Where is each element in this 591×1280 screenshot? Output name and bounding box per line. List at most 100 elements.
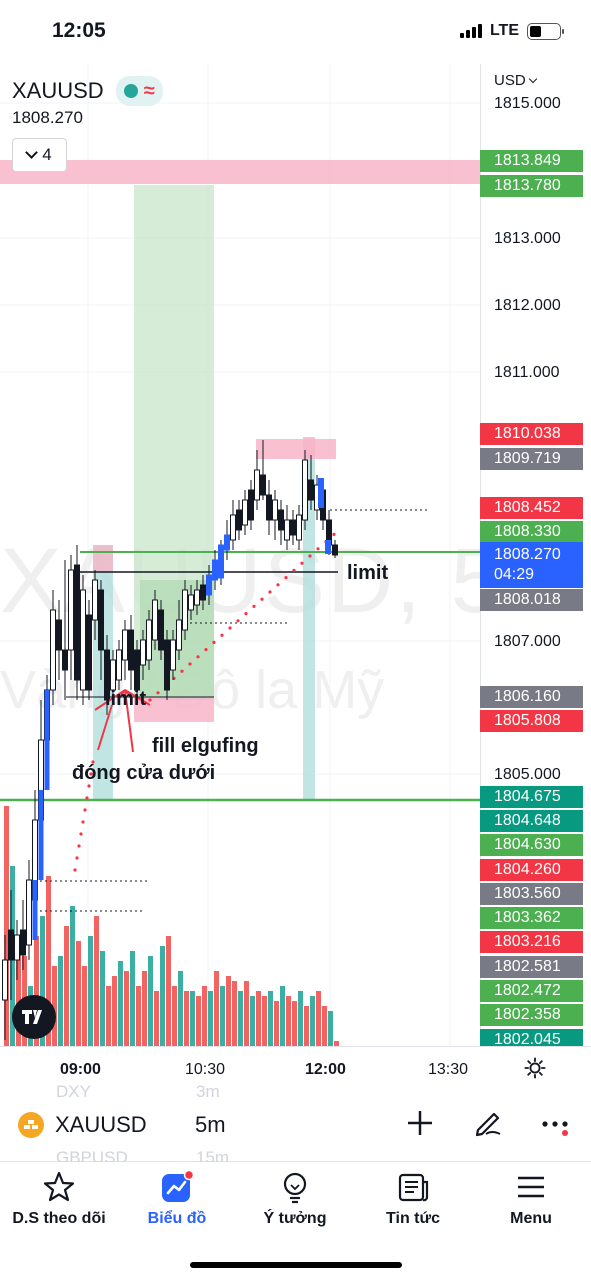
volume-bar	[130, 951, 135, 1046]
volume-bar	[226, 976, 231, 1046]
candle-up	[242, 499, 248, 526]
symbol-name[interactable]: XAUUSD	[12, 78, 104, 103]
indicators-collapse-button[interactable]: 4	[12, 138, 67, 172]
volume-bar	[82, 966, 87, 1046]
price-tick-label: 1815.000	[494, 95, 561, 112]
candle-up	[50, 609, 56, 691]
volume-bar	[184, 991, 189, 1046]
volume-bar	[136, 986, 141, 1046]
lightbulb-icon	[283, 1172, 307, 1204]
menu-icon	[518, 1176, 544, 1198]
candle-up	[272, 499, 278, 521]
indicator-dot	[228, 626, 232, 630]
home-indicator	[190, 1262, 402, 1268]
time-axis[interactable]: 09:00 10:30 12:00 13:30	[0, 1046, 591, 1090]
volume-bar	[52, 966, 57, 1046]
volume-bar	[208, 991, 213, 1046]
indicator-dot	[180, 669, 184, 673]
candle-up	[194, 589, 200, 606]
price-tick-label: 1813.000	[494, 230, 561, 247]
volume-bar	[280, 986, 285, 1046]
price-tag: 1809.719	[480, 448, 583, 470]
battery-icon	[527, 22, 564, 40]
indicator-dot	[300, 561, 304, 565]
candle-down	[158, 609, 164, 651]
indicator-dot	[236, 619, 240, 623]
candle-down	[260, 474, 266, 496]
nav-label: Ý tưởng	[263, 1210, 327, 1227]
volume-bar	[202, 986, 207, 1046]
nav-watchlist[interactable]: D.S theo dõi	[0, 1170, 118, 1228]
price-tag: 1803.560	[480, 883, 583, 905]
candle-down	[104, 649, 110, 701]
long-position-stop-zone	[134, 698, 214, 722]
candle-highlight	[325, 540, 331, 554]
candle-down	[248, 489, 254, 521]
volume-bar	[232, 981, 237, 1046]
candle-down	[134, 649, 140, 691]
volume-bar	[304, 1006, 309, 1046]
candle-up	[176, 619, 182, 651]
candle-down	[236, 509, 242, 531]
price-tick-label: 1805.000	[494, 766, 561, 783]
indicator-dot	[252, 604, 256, 609]
candle-up	[188, 594, 194, 611]
volume-bar	[46, 876, 51, 1046]
chart-icon	[162, 1170, 194, 1202]
candle-up	[224, 534, 230, 551]
volume-bar	[76, 941, 81, 1046]
gold-bars-icon[interactable]	[18, 1112, 44, 1138]
price-tag: 1804.260	[480, 859, 583, 881]
candle-highlight	[32, 880, 38, 940]
indicator-dot	[75, 856, 79, 860]
symbol-header[interactable]: XAUUSD ≈	[12, 76, 163, 106]
toolbar-symbol[interactable]: XAUUSD	[55, 1112, 147, 1137]
pink-zone	[93, 545, 113, 571]
volume-bar	[292, 1001, 297, 1046]
plus-icon[interactable]	[405, 1108, 435, 1138]
price-tag: 1806.160	[480, 686, 583, 708]
settings-icon[interactable]	[524, 1057, 546, 1079]
volume-bar	[100, 951, 105, 1046]
indicator-dot	[292, 568, 296, 572]
price-tag: 1802.581	[480, 956, 583, 978]
more-icon[interactable]	[540, 1110, 572, 1140]
volume-bar	[160, 946, 165, 1046]
current-price-tag: 1808.270 04:29	[480, 542, 583, 588]
candle-up	[230, 514, 236, 541]
volume-bar	[106, 986, 111, 1046]
currency-selector[interactable]: USD	[494, 72, 537, 89]
volume-bar	[58, 956, 63, 1046]
candle-up	[302, 459, 308, 521]
nav-chart[interactable]: Biểu đồ	[118, 1170, 236, 1228]
candle-up	[140, 639, 146, 666]
tradingview-logo[interactable]	[12, 995, 56, 1039]
candle-down	[278, 509, 284, 531]
nav-label: Tin tức	[386, 1210, 440, 1227]
candle-up	[110, 659, 116, 691]
indicator-dot	[77, 844, 81, 848]
chart-area[interactable]: XAUUSD, 5 Vàng / Đô la Mỹ	[0, 64, 591, 1088]
volume-bar	[142, 971, 147, 1046]
currency-label: USD	[494, 72, 526, 89]
hand-arrow	[117, 689, 134, 753]
draw-pen-icon[interactable]	[472, 1106, 504, 1138]
status-badges[interactable]: ≈	[115, 76, 163, 106]
price-tag: 1805.808	[480, 710, 583, 732]
candle-down	[332, 544, 338, 556]
nav-menu[interactable]: Menu	[472, 1170, 590, 1228]
volume-bar	[220, 986, 225, 1046]
volume-bar	[172, 986, 177, 1046]
status-indicators: LTE	[459, 22, 564, 40]
toolbar-interval[interactable]: 5m	[195, 1112, 226, 1137]
indicator-dot	[79, 832, 83, 836]
nav-ideas[interactable]: Ý tưởng	[236, 1170, 354, 1228]
price-tag: 1813.849	[480, 150, 583, 172]
nav-news[interactable]: Tin tức	[354, 1170, 472, 1228]
candle-up	[170, 639, 176, 671]
bar-countdown: 04:29	[494, 566, 535, 583]
delayed-data-icon: ≈	[143, 80, 155, 102]
candlestick-chart[interactable]	[0, 64, 480, 1046]
indicator-dot	[204, 648, 208, 652]
pink-zone	[303, 437, 315, 457]
